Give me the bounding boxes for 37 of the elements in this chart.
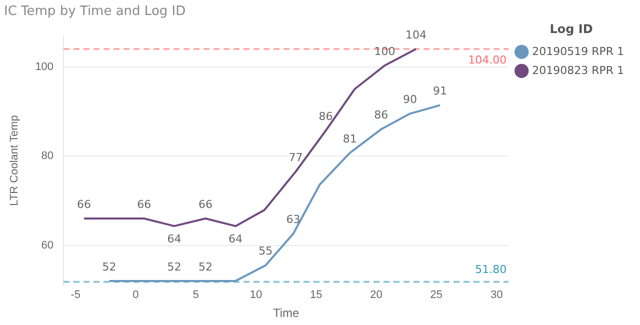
data-label: 52 [167,260,182,274]
data-label: 64 [167,232,182,246]
x-tick-label: 15 [310,289,322,302]
data-label: 100 [374,44,396,58]
x-tick-label: 0 [132,289,139,302]
y-tick-label: 100 [35,60,54,73]
y-tick-label: 80 [41,150,54,162]
data-label: 66 [137,198,152,211]
data-label: 81 [342,132,357,146]
x-axis-title: Time [272,306,300,320]
data-label: 86 [374,108,388,122]
data-label: 104 [405,28,426,42]
x-tick-label: 20 [370,289,382,302]
data-label: 64 [228,232,243,246]
data-label: 52 [102,260,116,274]
data-label: 77 [288,151,303,164]
legend-label: 20190519 RPR 1 [532,44,624,58]
ref-line-label: 104.00 [468,53,507,66]
x-tick-label: 10 [250,289,262,302]
data-label: 63 [286,213,300,226]
x-tick-label: 5 [192,289,199,302]
x-tick-label: 30 [490,289,503,302]
chart-title: IC Temp by Time and Log ID [4,4,186,20]
data-label: 86 [318,110,333,123]
data-label: 90 [402,93,417,106]
data-label: 91 [433,84,448,98]
x-tick-label: 25 [430,289,443,302]
legend-title: Log ID [550,22,593,36]
legend-label: 20190823 RPR 1 [532,64,624,77]
data-label: 66 [77,198,91,211]
ref-line-label: 51.80 [475,263,507,276]
y-axis-title: LTR Coolant Temp [8,115,21,206]
data-label: 52 [198,260,212,274]
y-tick-label: 60 [41,239,54,252]
data-label: 55 [258,244,273,258]
data-label: 66 [198,198,212,211]
x-tick-label: -5 [70,289,80,302]
